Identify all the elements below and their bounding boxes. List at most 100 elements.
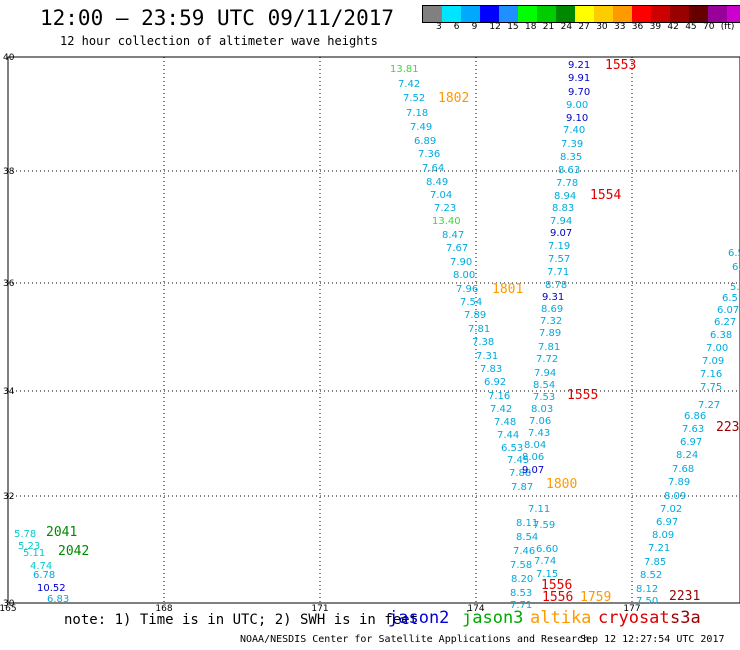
scale-swatch [708,6,727,22]
scale-swatch [480,6,499,22]
scale-label: (ft) [720,22,735,32]
wave-height-value: 8.69 [541,304,563,315]
wave-height-value: 8.11 [516,518,538,529]
wave-height-value: 7.44 [497,430,519,441]
footnote: note: 1) Time is in UTC; 2) SWH is in fe… [64,612,419,628]
wave-height-value: 7.16 [488,391,510,402]
scale-label: 30 [596,22,608,32]
scale-swatch [575,6,594,22]
wave-height-value: 7.67 [446,243,468,254]
pass-time-label: 1800 [546,477,577,492]
scale-label: 15 [507,22,519,32]
wave-height-value: 7.78 [556,178,578,189]
wave-height-value: 8.94 [554,191,576,202]
wave-height-value: 7.16 [700,369,722,380]
scale-label: 12 [489,22,501,32]
scale-label: 27 [578,22,590,32]
pass-time-label: 223 [716,420,739,435]
wave-height-value: 8.35 [560,152,582,163]
wave-height-value: 8.47 [442,230,464,241]
wave-height-value: 6.96 [732,262,740,273]
wave-height-value: 7.23 [434,203,456,214]
wave-height-value: 7.00 [706,343,728,354]
wave-height-value: 8.49 [426,177,448,188]
wave-height-value: 7.83 [480,364,502,375]
pass-time-label: 1801 [492,282,523,297]
wave-height-value: 8.24 [676,450,698,461]
wave-height-value: 7.48 [494,417,516,428]
y-tick-label: 30 [3,599,15,609]
wave-height-value: 6.60 [536,544,558,555]
wave-height-value: 9.07 [522,465,544,476]
wave-height-value: 5.23 [18,541,40,552]
wave-height-value: 7.06 [529,416,551,427]
wave-height-value: 7.43 [528,428,550,439]
legend-s3a: s3a [670,608,701,628]
wave-height-value: 7.42 [490,404,512,415]
wave-height-value: 7.90 [450,257,472,268]
scale-swatch [632,6,651,22]
pass-time-label: 1555 [567,388,598,403]
wave-height-value: 6.27 [714,317,736,328]
scale-swatch [689,6,708,22]
wave-height-value: 7.45 [507,455,529,466]
scale-swatch [518,6,537,22]
wave-height-value: 7.54 [460,297,482,308]
wave-height-value: 7.46 [513,546,535,557]
y-tick-label: 38 [3,167,15,177]
wave-height-value: 7.94 [550,216,572,227]
wave-height-value: 7.31 [476,351,498,362]
wave-height-value: 7.88 [509,468,531,479]
wave-height-value: 7.74 [534,556,556,567]
wave-height-value: 8.12 [636,584,658,595]
wave-height-value: 7.11 [528,504,550,515]
wave-height-value: 7.72 [536,354,558,365]
wave-height-value: 9.70 [568,87,590,98]
scale-swatch [651,6,670,22]
wave-height-value: 7.63 [682,424,704,435]
legend-altika: altika [530,608,592,628]
scale-label: 70 [703,22,715,32]
pass-time-label: 1553 [605,58,636,73]
wave-height-value: 7.32 [540,316,562,327]
pass-time-label: 1802 [438,91,469,106]
wave-height-value: 9.00 [566,100,588,111]
page-subtitle: 12 hour collection of altimeter wave hei… [60,34,378,48]
scale-label: 6 [453,22,460,32]
wave-height-value: 6.53 [501,443,523,454]
pass-time-label: 2231 [669,589,700,604]
scale-swatch [556,6,575,22]
wave-height-value: 8.09 [652,530,674,541]
wave-height-value: 7.04 [430,190,452,201]
wave-height-value: 7.36 [418,149,440,160]
scale-label: 45 [685,22,697,32]
wave-height-value: 9.91 [568,73,590,84]
wave-height-value: 8.54 [533,380,555,391]
wave-height-value: 7.42 [398,79,420,90]
pass-time-label: 2042 [58,544,89,559]
scale-swatch [727,6,740,22]
pass-time-label: 1759 [580,590,611,605]
wave-height-value: 8.00 [453,270,475,281]
wave-height-value: 7.71 [510,600,532,611]
wave-height-value: 7.89 [464,310,486,321]
wave-height-value: 7.27 [698,400,720,411]
pass-time-label: 2041 [46,525,77,540]
wave-height-value: 7.85 [644,557,666,568]
pass-time-label: 1556 [541,578,572,593]
y-tick-label: 32 [3,492,14,502]
wave-height-value: 7.59 [533,520,555,531]
scale-swatch [461,6,480,22]
scale-swatch [613,6,632,22]
wave-height-value: 7.53 [533,392,555,403]
map-frame [7,56,740,604]
scale-swatch [423,6,442,22]
wave-height-value: 7.89 [668,477,690,488]
wave-height-value: 13.40 [432,216,461,227]
pass-time-label: 1554 [590,188,621,203]
wave-height-value: 7.94 [534,368,556,379]
y-tick-label: 36 [3,279,15,289]
wave-height-value: 7.87 [511,482,533,493]
color-scale-bar [422,5,740,23]
